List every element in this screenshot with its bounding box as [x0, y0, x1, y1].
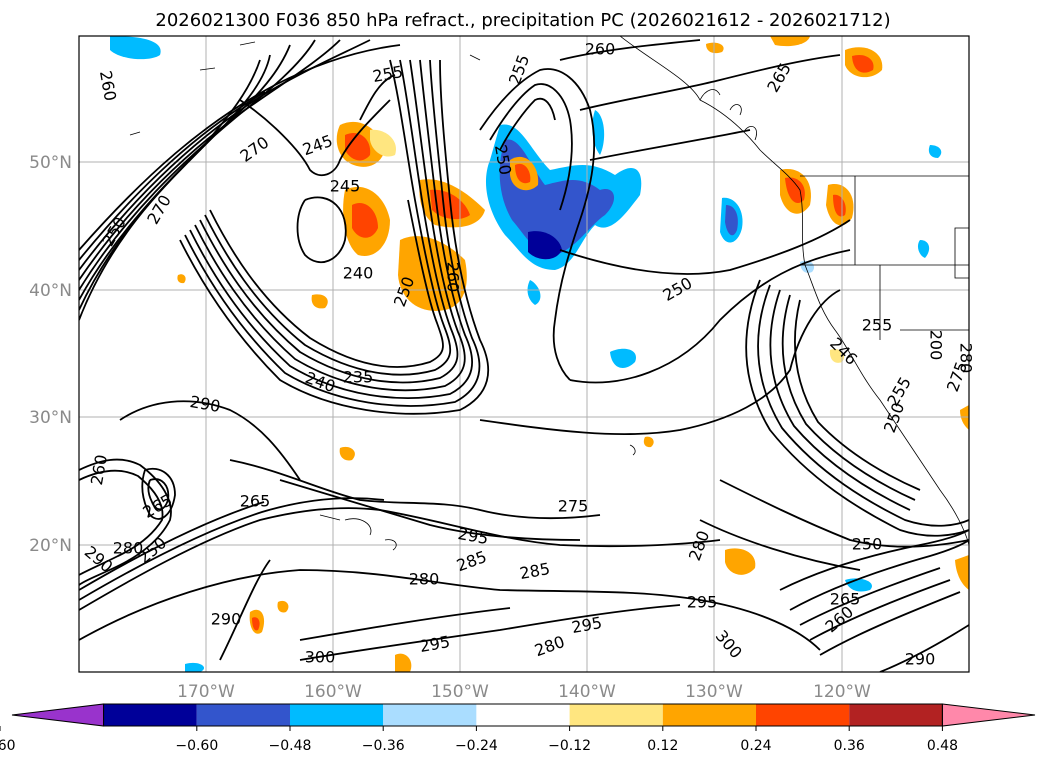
- lat-label-30n: 30°N: [29, 408, 72, 428]
- latitude-labels: 50°N 40°N 30°N 20°N: [29, 153, 72, 556]
- colorbar-tick-label: 0.24: [740, 738, 771, 754]
- contour-label: 290: [905, 650, 936, 669]
- lon-label-170w: 170°W: [177, 682, 235, 702]
- map-area: [79, 36, 969, 672]
- map-title: 2026021300 F036 850 hPa refract., precip…: [155, 10, 890, 31]
- colorbar-segment: [849, 704, 943, 726]
- coastlines: [129, 36, 969, 551]
- contour-label: 265: [240, 492, 271, 511]
- lat-label-40n: 40°N: [29, 281, 72, 301]
- contour-label: 280: [957, 343, 976, 374]
- contour-label: 265: [830, 590, 861, 609]
- lon-label-130w: 130°W: [685, 682, 743, 702]
- colorbar-segment: [383, 704, 477, 726]
- lat-label-20n: 20°N: [29, 536, 72, 556]
- contour-label: 300: [305, 648, 336, 667]
- colorbar-tick-label: 0.60: [0, 738, 16, 754]
- lon-label-160w: 160°W: [304, 682, 362, 702]
- colorbar-tick-label: −0.48: [269, 738, 312, 754]
- colorbar-extend-low: [11, 703, 105, 727]
- longitude-labels: 170°W 160°W 150°W 140°W 130°W 120°W: [177, 682, 871, 702]
- colorbar-frame: [103, 703, 943, 727]
- colorbar-segment: [290, 704, 384, 726]
- lon-label-140w: 140°W: [558, 682, 616, 702]
- contour-label: 255: [862, 316, 893, 335]
- colorbar-tick-label: 0.12: [647, 738, 678, 754]
- lon-label-150w: 150°W: [431, 682, 489, 702]
- colorbar-tick-label: −0.24: [455, 738, 498, 754]
- colorbar-segment: [756, 704, 850, 726]
- colorbar-tick-label: −0.60: [175, 738, 218, 754]
- contour-label: 280: [409, 570, 440, 589]
- contour-label: 235: [343, 368, 374, 387]
- map-frame: [78, 35, 970, 673]
- colorbar-tick-label: 0.48: [927, 738, 958, 754]
- colorbar-segment: [196, 704, 290, 726]
- contour-label: 280: [113, 539, 144, 558]
- colorbar-extend-high: [941, 703, 1036, 727]
- contour-label: 200: [927, 330, 946, 361]
- contour-label: 240: [343, 264, 374, 283]
- colorbar-tick-label: 0.36: [834, 738, 865, 754]
- contour-label: 245: [330, 177, 361, 196]
- contour-label: 275: [558, 497, 589, 516]
- contour-label: 290: [211, 610, 242, 629]
- colorbar-tick-label: −0.36: [362, 738, 405, 754]
- lon-label-120w: 120°W: [813, 682, 871, 702]
- colorbar-segment: [103, 704, 197, 726]
- colorbar-segment: [569, 704, 663, 726]
- lat-label-50n: 50°N: [29, 153, 72, 173]
- contour-label: 260: [585, 40, 616, 59]
- contour-label: 250: [852, 535, 883, 554]
- contour-label: 260: [444, 262, 463, 293]
- colorbar: −0.60 −0.48 −0.36 −0.24 −0.12 0.12 0.24 0.36 0.4…: [0, 703, 1036, 754]
- contour-label: 295: [687, 593, 718, 612]
- colorbar-segment: [662, 704, 756, 726]
- colorbar-segment: [476, 704, 570, 726]
- refractivity-contours: [79, 39, 969, 672]
- colorbar-tick-label: −0.12: [548, 738, 591, 754]
